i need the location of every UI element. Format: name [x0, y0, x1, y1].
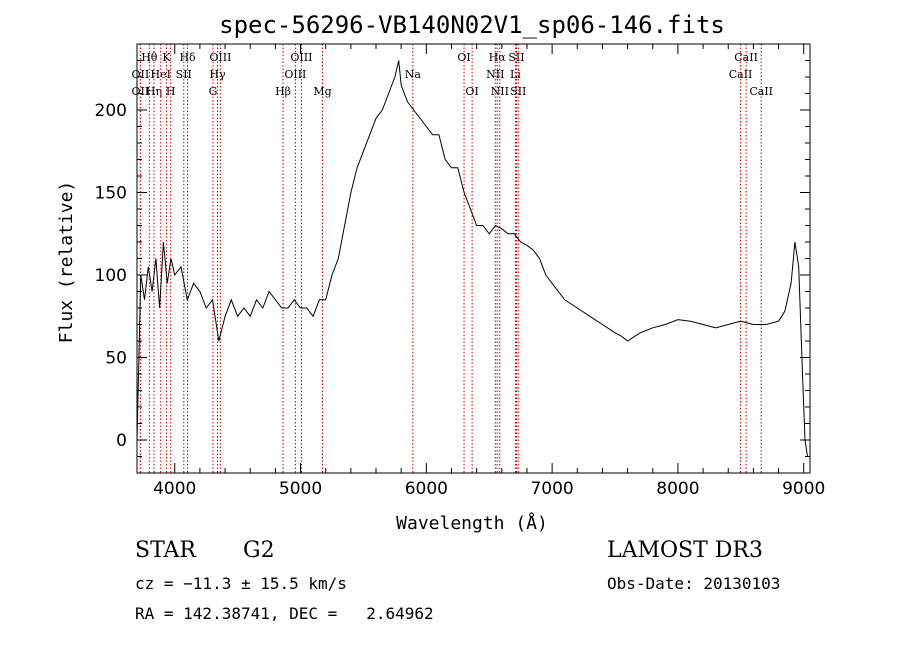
- y-axis-label: Flux (relative): [56, 181, 77, 344]
- chart-title: spec-56296-VB140N02V1_sp06-146.fits: [219, 11, 725, 39]
- spectral-line-label-13: OIII: [290, 51, 312, 64]
- spectral-line-label-12: Hβ: [275, 85, 291, 98]
- spectral-line-label-24: SII: [510, 85, 526, 98]
- spectral-line-label-4: K: [162, 51, 171, 64]
- object-subclass: G2: [243, 538, 275, 563]
- spectral-line-label-5: HeI: [151, 68, 171, 81]
- x-tick-label-7000: 7000: [530, 479, 573, 499]
- y-tick-label-0: 0: [116, 431, 127, 451]
- y-tick-label-200: 200: [95, 101, 127, 121]
- flux-line-0: [136, 60, 808, 457]
- spectral-line-label-6: SII: [176, 68, 192, 81]
- spectral-line-label-27: CaII: [749, 85, 773, 98]
- x-tick-label-5000: 5000: [279, 479, 322, 499]
- spectral-line-label-20: NII: [486, 68, 504, 81]
- spectral-line-label-11: G: [209, 85, 218, 98]
- spectral-line-label-21: NII: [491, 85, 509, 98]
- x-tick-label-6000: 6000: [405, 479, 448, 499]
- survey-label: LAMOST DR3: [607, 538, 763, 563]
- spectral-line-label-18: OI: [465, 85, 478, 98]
- spectral-line-label-10: Hγ: [209, 68, 226, 81]
- spectral-line-label-19: Hα: [489, 51, 507, 64]
- spectral-line-label-3: Hη: [146, 85, 162, 98]
- spectral-line-label-14: OIII: [284, 68, 306, 81]
- redshift-info: cz = −11.3 ± 15.5 km/s: [135, 574, 347, 593]
- plot-frame: [136, 43, 811, 474]
- y-axis: 0 50 100 150 200: [95, 60, 810, 457]
- observation-date: Obs-Date: 20130103: [607, 574, 781, 593]
- x-axis: 4000 5000 6000 7000 8000 9000: [153, 44, 825, 499]
- coordinates: RA = 142.38741, DEC = 2.64962: [135, 604, 434, 623]
- spectral-line-label-16: Na: [405, 68, 422, 81]
- spectral-line-label-17: OI: [457, 51, 470, 64]
- x-tick-label-8000: 8000: [656, 479, 699, 499]
- spectral-line-label-0: Hθ: [141, 51, 158, 64]
- x-axis-label: Wavelength (Å): [396, 512, 548, 534]
- x-tick-label-9000: 9000: [782, 479, 825, 499]
- object-class: STAR: [135, 538, 196, 563]
- spectral-line-label-7: H: [166, 85, 176, 98]
- spectral-line-label-22: SII: [508, 51, 524, 64]
- x-tick-label-4000: 4000: [153, 479, 196, 499]
- spectral-line-label-23: Li: [510, 68, 521, 81]
- spectral-line-label-26: CaII: [729, 68, 753, 81]
- y-tick-label-100: 100: [95, 266, 127, 286]
- spectral-line-label-9: OIII: [209, 51, 231, 64]
- spectral-line-label-8: Hδ: [179, 51, 196, 64]
- y-tick-label-150: 150: [95, 184, 127, 204]
- flux-series: [136, 60, 808, 457]
- y-tick-label-50: 50: [105, 349, 127, 369]
- spectral-line-label-25: CaII: [734, 51, 758, 64]
- spectral-line-label-2: OII: [132, 85, 150, 98]
- spectral-line-label-15: Mg: [313, 85, 331, 98]
- spectral-line-label-1: OII: [132, 68, 150, 81]
